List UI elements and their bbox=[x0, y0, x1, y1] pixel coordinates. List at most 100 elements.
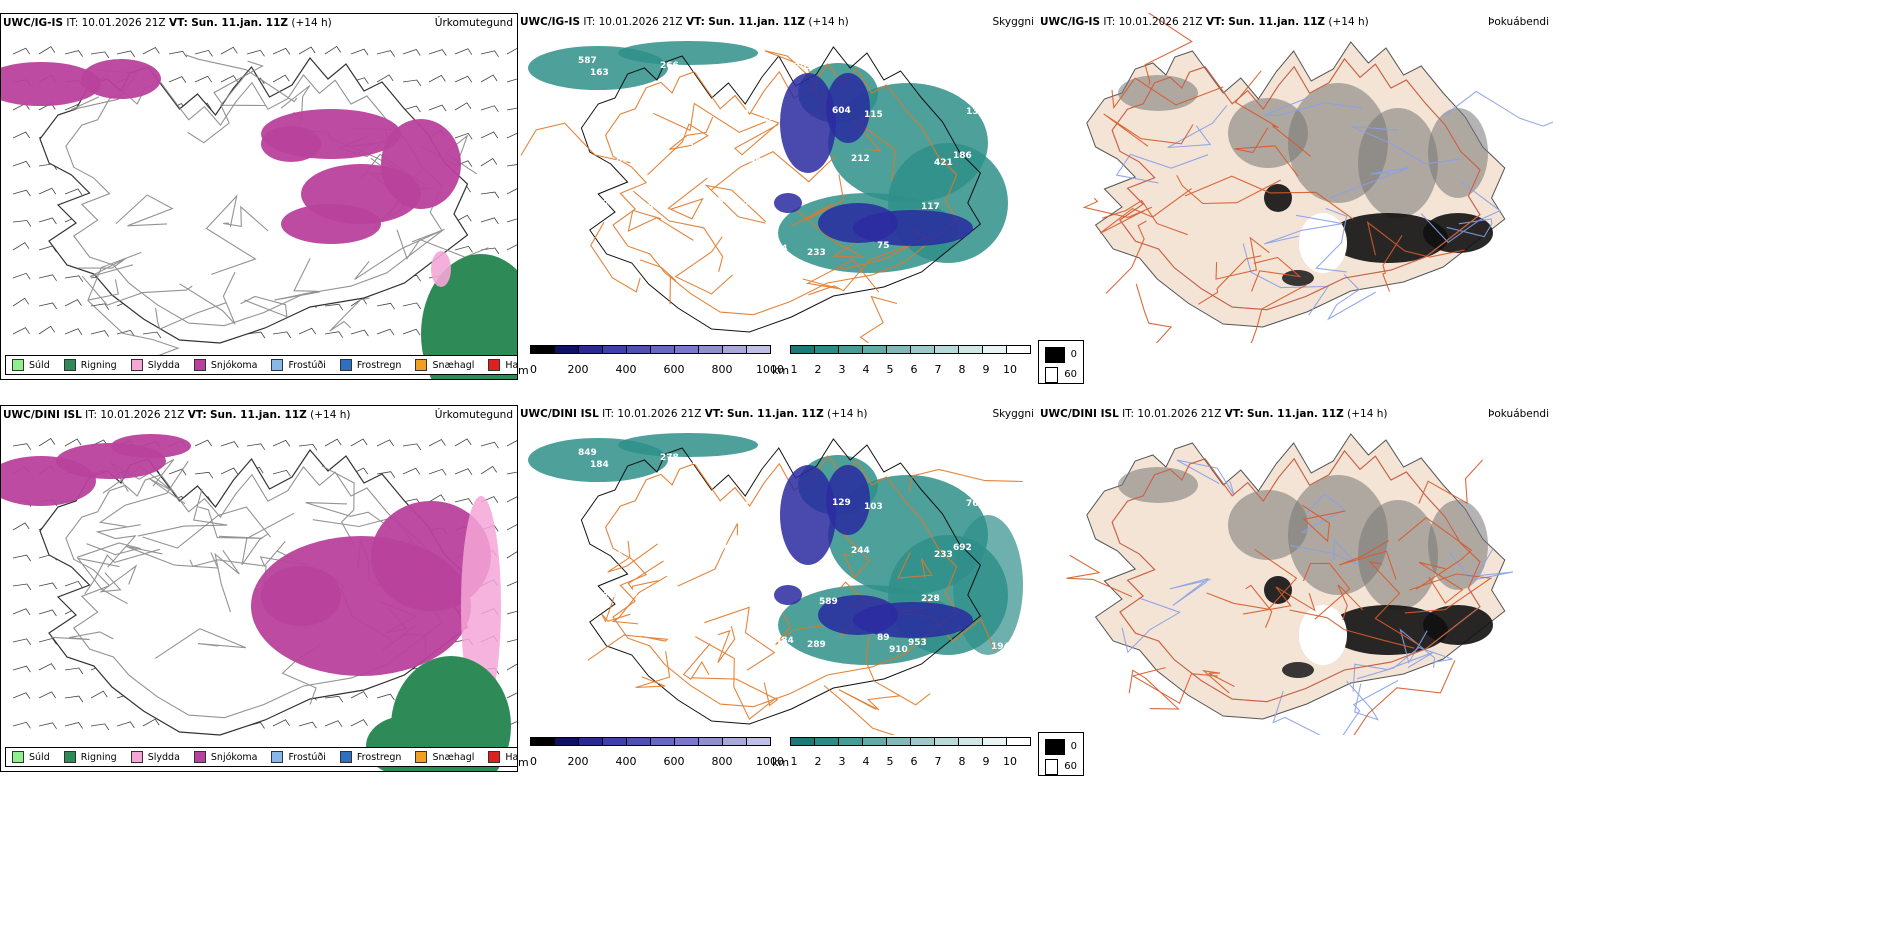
cloud-base-label: 184 bbox=[590, 460, 609, 470]
colorbar-cell bbox=[747, 738, 770, 745]
road-network bbox=[520, 50, 958, 343]
legend-item: Súld bbox=[12, 751, 50, 763]
colorbar-cell bbox=[839, 738, 863, 745]
cloud-base-label: 233 bbox=[934, 550, 953, 560]
legend-swatch bbox=[130, 359, 143, 371]
colorbar-cell bbox=[555, 346, 579, 353]
precip-type-map-row2: UWC/DINI ISL IT: 10.01.2026 21Z VT: Sun.… bbox=[0, 405, 518, 772]
snow-area bbox=[81, 59, 161, 99]
colorbar-cell bbox=[887, 738, 911, 745]
cloud-base-label: 163 bbox=[590, 68, 609, 78]
cloud-base-label: 278 bbox=[660, 453, 679, 463]
cloud-base-label: 589 bbox=[819, 597, 838, 607]
colorbar-cell bbox=[747, 346, 770, 353]
cloud-base-label: 604 bbox=[832, 106, 851, 116]
cloud-base-label: 537 bbox=[648, 104, 667, 114]
legend-swatch bbox=[415, 359, 428, 371]
cloud-base-label: 233 bbox=[807, 248, 826, 258]
coastline bbox=[580, 46, 982, 333]
legend-item: Slydda bbox=[130, 359, 180, 371]
cloud-base-label: 406 bbox=[718, 544, 737, 554]
cloud-base-label: 103 bbox=[864, 502, 883, 512]
low-cloud-area bbox=[780, 465, 836, 565]
fog-swatch-60 bbox=[1045, 366, 1059, 383]
panel-type-label: Skyggni bbox=[992, 408, 1035, 420]
precip-type-legend: Súld Rigning Slydda Snjókoma Frostúði Fr… bbox=[5, 355, 517, 375]
fog-map-canvas bbox=[1066, 433, 1514, 735]
colorbar-tick: 10 bbox=[1003, 363, 1017, 376]
low-cloud-area bbox=[774, 585, 802, 605]
colorbar-cell bbox=[627, 738, 651, 745]
snow-area bbox=[261, 126, 321, 162]
colorbar-tick: 0 bbox=[530, 755, 537, 768]
legend-swatch bbox=[130, 751, 143, 763]
legend-swatch bbox=[63, 359, 76, 371]
colorbar-tick: 0 bbox=[530, 363, 537, 376]
colorbar-cell bbox=[983, 346, 1007, 353]
colorbar-tick: 10 bbox=[1003, 755, 1017, 768]
fog-swatch-0 bbox=[1045, 346, 1065, 363]
colorbar-cell bbox=[579, 346, 603, 353]
rain-area bbox=[471, 284, 517, 324]
legend-swatch bbox=[193, 751, 206, 763]
visibility-unit: km bbox=[772, 756, 790, 769]
legend-swatch bbox=[339, 359, 352, 371]
road-network bbox=[1082, 13, 1481, 343]
cloud-base-label: 171 bbox=[991, 250, 1010, 260]
cloud-base-label: 901 bbox=[737, 592, 756, 602]
colorbar-cell bbox=[959, 738, 983, 745]
cloud-base-label: 421 bbox=[934, 158, 953, 168]
snow-area bbox=[111, 434, 191, 458]
fog-legend: 0 60 bbox=[1038, 732, 1084, 776]
cloud-base-label: 910 bbox=[889, 645, 908, 655]
cloud-base-label: 321 bbox=[673, 247, 692, 257]
colorbar-tick: 4 bbox=[862, 363, 870, 376]
visibility-colorbar: km 1 2 3 4 5 6 7 8 9 10 bbox=[772, 343, 1038, 379]
colorbar-tick: 600 bbox=[663, 755, 685, 768]
colorbar-tick: 2 bbox=[814, 363, 822, 376]
dense-fog-area bbox=[1264, 184, 1292, 212]
panel-type-label: Þokuábendi bbox=[1488, 16, 1549, 28]
colorbar-cell bbox=[675, 738, 699, 745]
cloud-base-label: 953 bbox=[908, 638, 927, 648]
colorbar-tick: 8 bbox=[958, 363, 966, 376]
colorbar-cell bbox=[911, 346, 935, 353]
colorbar-tick: 400 bbox=[615, 363, 637, 376]
cloud-base-label: 143 bbox=[635, 203, 654, 213]
colorbar-cell bbox=[935, 346, 959, 353]
colorbar-cell bbox=[1007, 346, 1030, 353]
snow-area bbox=[281, 204, 381, 244]
legend-item: Snjókoma bbox=[193, 359, 257, 371]
colorbar-cell bbox=[603, 738, 627, 745]
colorbar-tick: 200 bbox=[567, 363, 589, 376]
colorbar-cell bbox=[603, 346, 627, 353]
cloud-base-label: 132 bbox=[966, 107, 985, 117]
cloud-base-label: 209 bbox=[794, 62, 813, 72]
visibility-colorbar: km 1 2 3 4 5 6 7 8 9 10 bbox=[772, 735, 1038, 771]
low-visibility-area bbox=[618, 41, 758, 65]
low-cloud-area bbox=[826, 73, 870, 143]
colorbar-cell bbox=[815, 738, 839, 745]
legend-swatch bbox=[339, 751, 352, 763]
cloud-base-label: 109 bbox=[718, 152, 737, 162]
cloud-map-canvas: 849 947 406 901 289 89 75 76 131 386 779 484 241 103 2… bbox=[528, 433, 1023, 735]
legend-item: Snjókoma bbox=[193, 751, 257, 763]
cloud-map-canvas: 587 537 109 376 233 75 72 132 89 143 218 94 209 115 42… bbox=[520, 41, 1010, 343]
cloud-base-label: 129 bbox=[832, 498, 851, 508]
legend-swatch bbox=[488, 359, 501, 371]
legend-item: Haglél bbox=[488, 751, 517, 763]
precip-map-canvas bbox=[1, 45, 517, 379]
fog-map-row1: UWC/IG-IS IT: 10.01.2026 21Z VT: Sun. 11… bbox=[1038, 13, 1553, 343]
cloud-base-label: 98 bbox=[749, 157, 762, 167]
colorbar-tick: 9 bbox=[982, 755, 990, 768]
colorbar-cell bbox=[935, 738, 959, 745]
cloud-base-label: 947 bbox=[648, 496, 667, 506]
low-cloud-area bbox=[774, 193, 802, 213]
cloud-base-label: 849 bbox=[578, 448, 597, 458]
colorbar-tick: 3 bbox=[838, 755, 846, 768]
colorbar-tick: 9 bbox=[982, 363, 990, 376]
cloud-base-label: 116 bbox=[762, 113, 781, 123]
legend-swatch bbox=[193, 359, 206, 371]
cloud-base-label: 194 bbox=[991, 642, 1010, 652]
legend-item: Rigning bbox=[63, 751, 117, 763]
